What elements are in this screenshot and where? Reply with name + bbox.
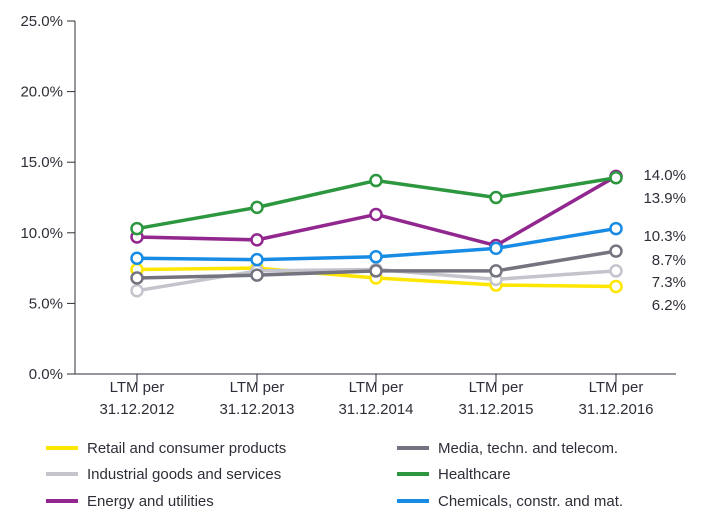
data-point (130, 251, 144, 265)
data-point (369, 250, 383, 264)
legend-label: Chemicals, constr. and mat. (438, 493, 623, 510)
legend-label: Media, techn. and telecom. (438, 440, 618, 457)
end-value-label: 13.9% (643, 190, 686, 207)
data-point (250, 233, 264, 247)
data-point (609, 279, 623, 294)
data-point (489, 264, 503, 278)
y-tick-label: 20.0% (20, 84, 63, 101)
y-tick-label: 25.0% (20, 13, 63, 30)
end-labels: 14.0% 13.9% 10.3% 8.7% 7.3% 6.2% (643, 167, 686, 314)
legend-item: Healthcare (397, 466, 511, 483)
data-point (489, 190, 503, 205)
series-3 (130, 244, 623, 285)
legend: Retail and consumer products Media, techn… (46, 440, 623, 510)
legend-label: Retail and consumer products (87, 440, 286, 457)
axes: 0.0% 5.0% 10.0% 15.0% 20.0% 25.0% LTM per 31.12… (20, 13, 676, 418)
legend-item: Media, techn. and telecom. (397, 440, 618, 457)
data-point (609, 170, 623, 185)
data-point (609, 244, 623, 258)
legend-label: Industrial goods and services (87, 466, 281, 483)
x-tick-label: LTM per (230, 379, 285, 396)
x-tick-label: 31.12.2014 (338, 401, 413, 418)
series-5 (130, 221, 623, 267)
x-tick-label: LTM per (589, 379, 644, 396)
data-point (609, 264, 623, 278)
x-tick-label: LTM per (110, 379, 165, 396)
y-tick-label: 15.0% (20, 154, 63, 171)
y-tick-label: 5.0% (29, 295, 63, 312)
data-point (369, 207, 383, 222)
data-point (609, 221, 623, 236)
data-point (130, 283, 144, 298)
y-tick-label: 10.0% (20, 225, 63, 242)
data-point (489, 241, 503, 256)
end-value-label: 14.0% (643, 167, 686, 184)
end-value-label: 10.3% (643, 228, 686, 245)
series-4 (130, 170, 623, 236)
legend-item: Chemicals, constr. and mat. (397, 493, 623, 510)
data-point (250, 200, 264, 215)
end-value-label: 6.2% (652, 297, 686, 314)
y-tick-label: 0.0% (29, 366, 63, 383)
data-point (130, 271, 144, 285)
data-point (130, 221, 144, 236)
x-tick-label: LTM per (349, 379, 404, 396)
data-point (369, 173, 383, 188)
legend-label: Energy and utilities (87, 493, 214, 510)
x-tick-label: 31.12.2012 (99, 401, 174, 418)
end-value-label: 8.7% (652, 252, 686, 269)
x-tick-label: 31.12.2016 (578, 401, 653, 418)
end-value-label: 7.3% (652, 274, 686, 291)
series-lines (130, 169, 623, 298)
legend-item: Energy and utilities (46, 493, 214, 510)
legend-label: Healthcare (438, 466, 511, 483)
legend-item: Industrial goods and services (46, 466, 281, 483)
data-point (250, 268, 264, 282)
x-tick-label: LTM per (469, 379, 524, 396)
data-point (369, 264, 383, 278)
x-tick-label: 31.12.2013 (219, 401, 294, 418)
x-tick-label: 31.12.2015 (458, 401, 533, 418)
legend-item: Retail and consumer products (46, 440, 286, 457)
data-point (250, 252, 264, 267)
